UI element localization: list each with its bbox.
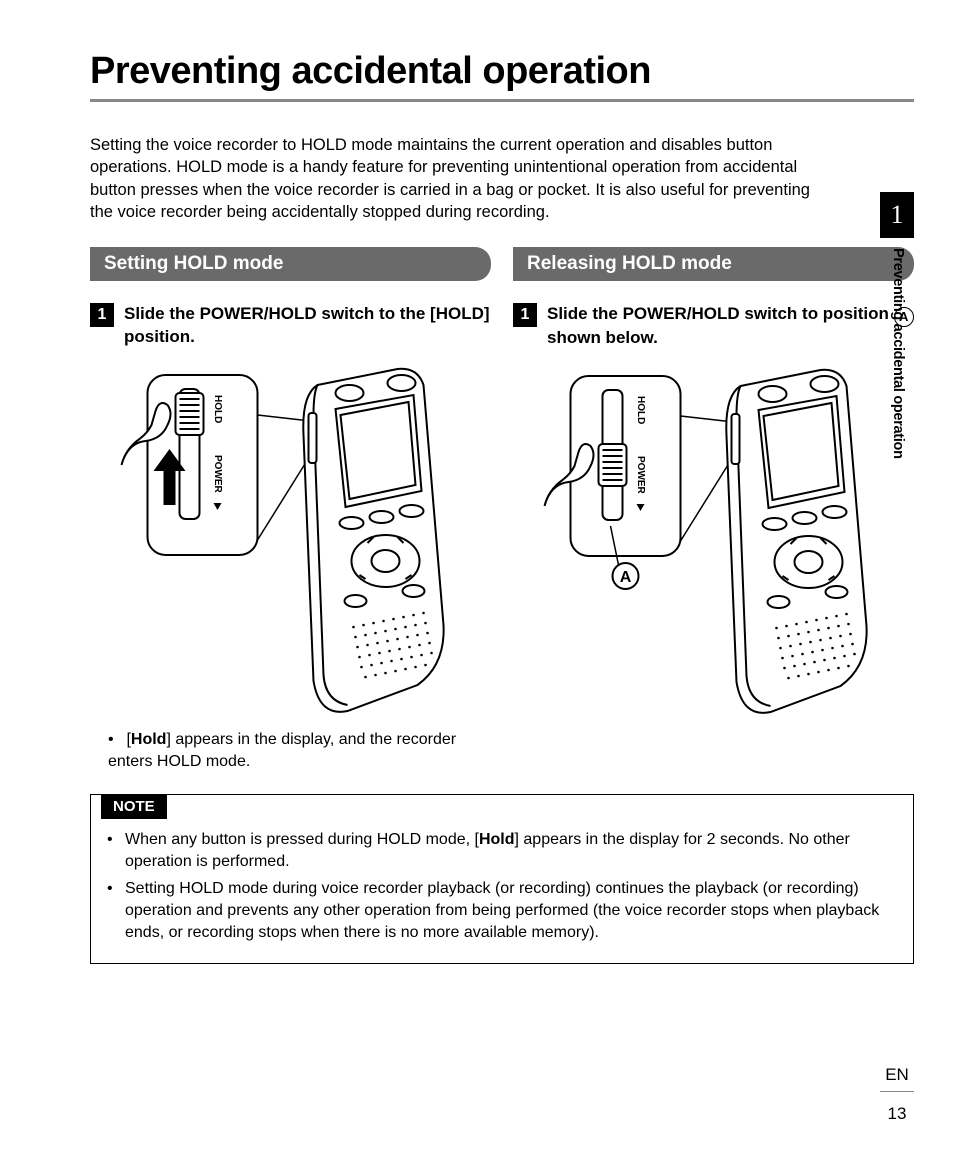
device-illustration-release-hold: HOLD POWER A <box>527 366 914 716</box>
note-box: NOTE When any button is pressed during H… <box>90 794 914 964</box>
footer-language: EN <box>880 1065 914 1092</box>
t: POWER/HOLD <box>200 304 317 323</box>
t: switch to position <box>740 304 894 323</box>
left-heading: Setting HOLD mode <box>90 247 491 281</box>
title-underline <box>90 99 914 102</box>
t: When any button is pressed during HOLD m… <box>125 831 479 848</box>
left-result: • [Hold] appears in the display, and the… <box>108 729 491 772</box>
label-power: POWER <box>635 456 646 495</box>
right-step-text: Slide the POWER/HOLD switch to position … <box>547 303 914 350</box>
note-item: When any button is pressed during HOLD m… <box>125 829 895 872</box>
t: shown below. <box>547 328 658 347</box>
right-column: Releasing HOLD mode 1 Slide the POWER/HO… <box>513 247 914 772</box>
device-illustration-set-hold: HOLD POWER <box>104 365 491 715</box>
note-item: Setting HOLD mode during voice recorder … <box>125 878 895 943</box>
intro-paragraph: Setting the voice recorder to HOLD mode … <box>90 134 814 223</box>
step-number: 1 <box>90 303 114 327</box>
footer-page-number: 13 <box>880 1104 914 1124</box>
columns: Setting HOLD mode 1 Slide the POWER/HOLD… <box>90 247 914 772</box>
side-tab-title: Preventing accidental operation <box>890 248 906 459</box>
label-hold: HOLD <box>212 395 223 423</box>
t: switch to the [ <box>317 304 436 323</box>
t: POWER/HOLD <box>623 304 740 323</box>
right-heading: Releasing HOLD mode <box>513 247 914 281</box>
t: Hold <box>479 831 515 848</box>
t: Hold <box>131 731 167 748</box>
side-chapter-number: 1 <box>880 192 914 238</box>
page-footer: EN 13 <box>880 1065 914 1124</box>
right-illustration: HOLD POWER A <box>527 366 914 716</box>
bullet-icon: • <box>108 729 122 751</box>
left-illustration: HOLD POWER <box>104 365 491 715</box>
t: Slide the <box>547 304 623 323</box>
note-list: When any button is pressed during HOLD m… <box>125 829 895 943</box>
illus-a-label: A <box>620 569 632 586</box>
left-step-text: Slide the POWER/HOLD switch to the [HOLD… <box>124 303 491 349</box>
label-hold: HOLD <box>635 396 646 424</box>
right-step: 1 Slide the POWER/HOLD switch to positio… <box>513 303 914 350</box>
note-label: NOTE <box>101 794 167 819</box>
step-number: 1 <box>513 303 537 327</box>
t: Slide the <box>124 304 200 323</box>
t: HOLD <box>436 304 484 323</box>
label-power: POWER <box>212 455 223 494</box>
left-column: Setting HOLD mode 1 Slide the POWER/HOLD… <box>90 247 491 772</box>
left-step: 1 Slide the POWER/HOLD switch to the [HO… <box>90 303 491 349</box>
side-tab: 1 Preventing accidental operation <box>880 192 914 459</box>
page-title: Preventing accidental operation <box>90 50 914 93</box>
